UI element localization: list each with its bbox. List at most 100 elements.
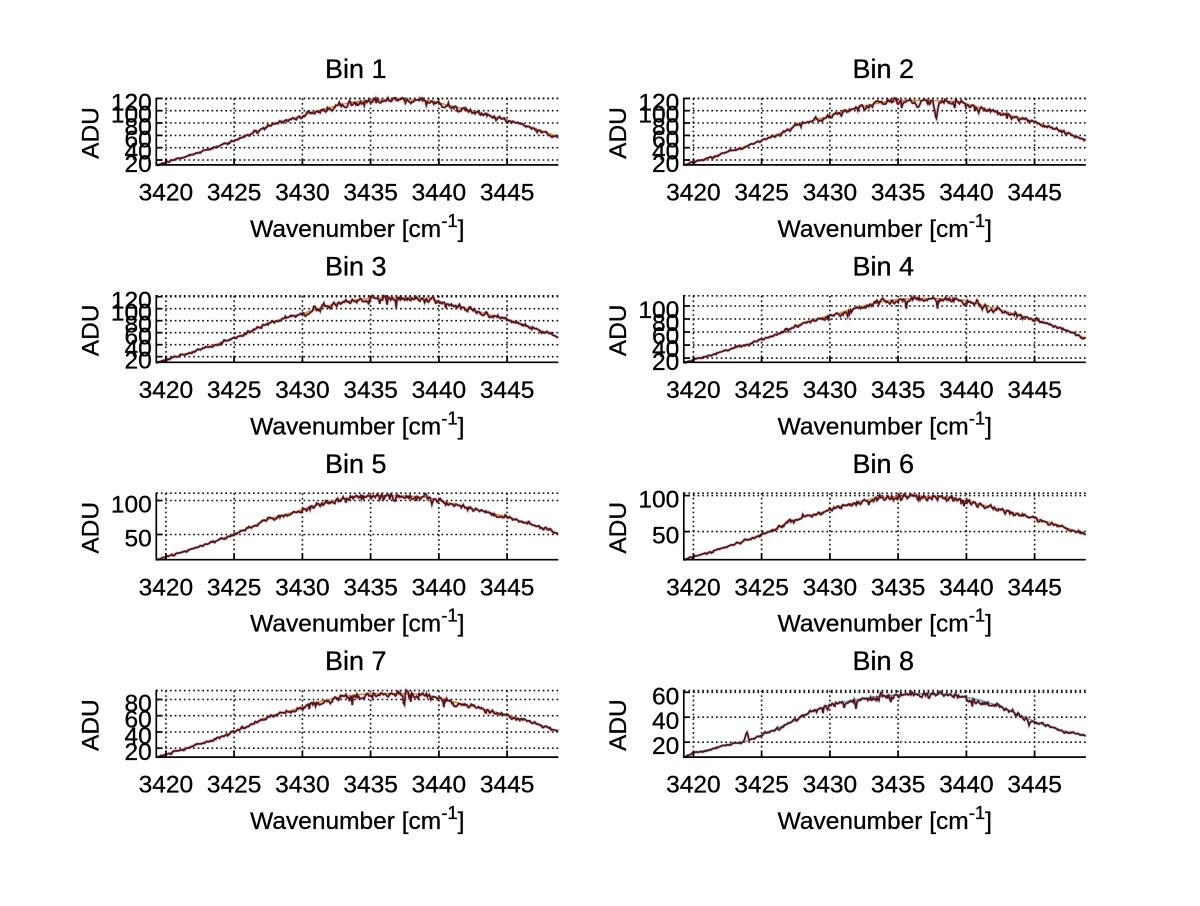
svg-text:60: 60 bbox=[652, 683, 679, 710]
svg-text:Wavenumber [cm-1]: Wavenumber [cm-1] bbox=[778, 605, 992, 638]
svg-text:100: 100 bbox=[638, 297, 679, 324]
svg-text:3425: 3425 bbox=[207, 574, 262, 601]
svg-text:Wavenumber [cm-1]: Wavenumber [cm-1] bbox=[250, 605, 464, 638]
svg-text:80: 80 bbox=[125, 691, 152, 718]
svg-text:3440: 3440 bbox=[412, 377, 467, 404]
svg-text:60: 60 bbox=[652, 126, 679, 153]
svg-text:3440: 3440 bbox=[412, 772, 467, 799]
svg-text:3440: 3440 bbox=[939, 574, 994, 601]
svg-text:3425: 3425 bbox=[734, 377, 789, 404]
svg-text:3425: 3425 bbox=[734, 772, 789, 799]
svg-text:80: 80 bbox=[652, 310, 679, 337]
svg-text:80: 80 bbox=[125, 114, 152, 141]
svg-text:3430: 3430 bbox=[803, 377, 858, 404]
svg-text:60: 60 bbox=[125, 707, 152, 734]
svg-text:20: 20 bbox=[125, 151, 152, 178]
svg-text:40: 40 bbox=[652, 139, 679, 166]
svg-text:3445: 3445 bbox=[1007, 574, 1062, 601]
svg-text:3445: 3445 bbox=[480, 574, 535, 601]
svg-text:40: 40 bbox=[125, 723, 152, 750]
svg-text:3440: 3440 bbox=[939, 377, 994, 404]
svg-text:ADU: ADU bbox=[605, 107, 632, 159]
svg-text:40: 40 bbox=[652, 708, 679, 735]
svg-text:120: 120 bbox=[111, 89, 152, 116]
svg-text:Bin 5: Bin 5 bbox=[325, 449, 387, 479]
svg-text:Bin 7: Bin 7 bbox=[325, 646, 387, 676]
svg-text:20: 20 bbox=[652, 349, 679, 376]
svg-text:100: 100 bbox=[638, 487, 679, 514]
svg-text:ADU: ADU bbox=[77, 305, 104, 357]
svg-text:Bin 2: Bin 2 bbox=[853, 54, 915, 84]
svg-text:20: 20 bbox=[652, 733, 679, 760]
svg-text:3430: 3430 bbox=[275, 772, 330, 799]
svg-text:3425: 3425 bbox=[207, 180, 262, 207]
svg-text:3430: 3430 bbox=[275, 574, 330, 601]
svg-text:Bin 8: Bin 8 bbox=[853, 646, 915, 676]
svg-text:3430: 3430 bbox=[275, 180, 330, 207]
svg-text:3445: 3445 bbox=[1007, 377, 1062, 404]
svg-text:3420: 3420 bbox=[139, 180, 194, 207]
svg-text:3420: 3420 bbox=[666, 180, 721, 207]
svg-text:3425: 3425 bbox=[734, 180, 789, 207]
svg-text:100: 100 bbox=[111, 300, 152, 327]
svg-text:3425: 3425 bbox=[734, 574, 789, 601]
svg-text:3440: 3440 bbox=[939, 772, 994, 799]
svg-text:3430: 3430 bbox=[803, 180, 858, 207]
svg-text:3445: 3445 bbox=[480, 180, 535, 207]
svg-text:Wavenumber [cm-1]: Wavenumber [cm-1] bbox=[778, 802, 992, 835]
svg-text:Wavenumber [cm-1]: Wavenumber [cm-1] bbox=[250, 210, 464, 243]
svg-text:3445: 3445 bbox=[480, 377, 535, 404]
svg-text:ADU: ADU bbox=[605, 305, 632, 357]
svg-text:80: 80 bbox=[125, 312, 152, 339]
svg-text:3440: 3440 bbox=[939, 180, 994, 207]
svg-text:60: 60 bbox=[125, 126, 152, 153]
svg-text:3420: 3420 bbox=[666, 377, 721, 404]
svg-text:3435: 3435 bbox=[343, 772, 398, 799]
svg-text:ADU: ADU bbox=[77, 699, 104, 751]
svg-text:Bin 6: Bin 6 bbox=[853, 449, 915, 479]
svg-text:ADU: ADU bbox=[77, 502, 104, 554]
svg-text:60: 60 bbox=[125, 324, 152, 351]
svg-text:40: 40 bbox=[652, 336, 679, 363]
svg-text:3435: 3435 bbox=[871, 180, 926, 207]
svg-text:3445: 3445 bbox=[1007, 180, 1062, 207]
svg-text:3420: 3420 bbox=[139, 772, 194, 799]
svg-text:120: 120 bbox=[111, 288, 152, 315]
svg-text:Bin 3: Bin 3 bbox=[325, 251, 387, 281]
svg-text:50: 50 bbox=[652, 523, 679, 550]
svg-text:ADU: ADU bbox=[77, 107, 104, 159]
svg-text:3445: 3445 bbox=[480, 772, 535, 799]
svg-text:3430: 3430 bbox=[275, 377, 330, 404]
svg-text:40: 40 bbox=[125, 336, 152, 363]
svg-text:100: 100 bbox=[111, 492, 152, 519]
svg-text:40: 40 bbox=[125, 139, 152, 166]
svg-text:50: 50 bbox=[125, 526, 152, 553]
svg-text:3435: 3435 bbox=[343, 180, 398, 207]
svg-text:3435: 3435 bbox=[871, 772, 926, 799]
svg-text:3435: 3435 bbox=[871, 574, 926, 601]
svg-text:80: 80 bbox=[652, 114, 679, 141]
svg-text:3440: 3440 bbox=[412, 180, 467, 207]
svg-text:3440: 3440 bbox=[412, 574, 467, 601]
svg-text:3445: 3445 bbox=[1007, 772, 1062, 799]
svg-text:Wavenumber [cm-1]: Wavenumber [cm-1] bbox=[250, 407, 464, 440]
svg-text:100: 100 bbox=[111, 102, 152, 129]
svg-text:Bin 1: Bin 1 bbox=[325, 54, 387, 84]
svg-text:Wavenumber [cm-1]: Wavenumber [cm-1] bbox=[778, 407, 992, 440]
svg-text:ADU: ADU bbox=[605, 502, 632, 554]
svg-text:3435: 3435 bbox=[343, 377, 398, 404]
svg-text:20: 20 bbox=[652, 151, 679, 178]
svg-text:60: 60 bbox=[652, 323, 679, 350]
svg-text:3420: 3420 bbox=[139, 574, 194, 601]
svg-text:100: 100 bbox=[638, 102, 679, 129]
svg-text:ADU: ADU bbox=[605, 699, 632, 751]
svg-text:3435: 3435 bbox=[871, 377, 926, 404]
svg-text:Wavenumber [cm-1]: Wavenumber [cm-1] bbox=[778, 210, 992, 243]
svg-text:3420: 3420 bbox=[666, 772, 721, 799]
svg-text:3435: 3435 bbox=[343, 574, 398, 601]
svg-text:Bin 4: Bin 4 bbox=[853, 251, 915, 281]
svg-text:3425: 3425 bbox=[207, 772, 262, 799]
svg-text:3430: 3430 bbox=[803, 574, 858, 601]
svg-text:3425: 3425 bbox=[207, 377, 262, 404]
svg-text:3420: 3420 bbox=[666, 574, 721, 601]
